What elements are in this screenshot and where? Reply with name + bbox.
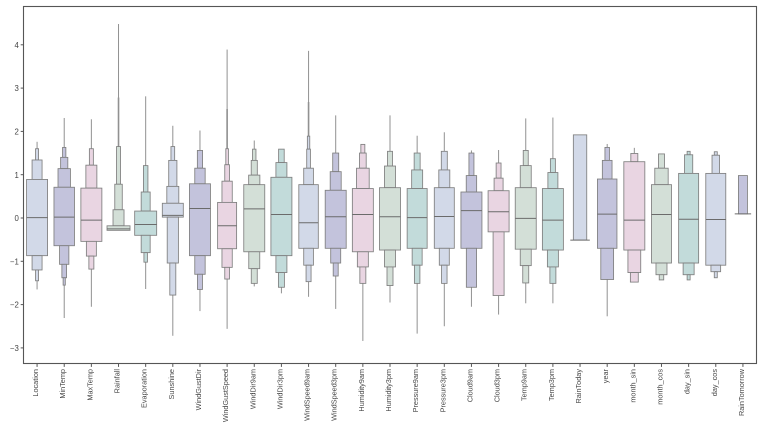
svg-text:MinTemp: MinTemp <box>58 369 67 399</box>
svg-text:WindSpeed3pm: WindSpeed3pm <box>330 369 339 421</box>
svg-text:Temp3pm: Temp3pm <box>547 369 556 401</box>
svg-text:Sunshine: Sunshine <box>167 369 176 399</box>
svg-text:Temp9am: Temp9am <box>520 369 529 401</box>
svg-text:−3: −3 <box>10 344 19 353</box>
svg-text:month_sin: month_sin <box>628 369 637 403</box>
svg-text:day_cos: day_cos <box>710 369 719 397</box>
svg-text:WindDir3pm: WindDir3pm <box>275 369 284 409</box>
svg-text:0: 0 <box>14 214 19 223</box>
svg-text:Cloud9am: Cloud9am <box>465 369 474 402</box>
svg-text:4: 4 <box>14 41 19 50</box>
svg-text:WindGustDir: WindGustDir <box>194 368 203 410</box>
svg-text:−1: −1 <box>10 257 19 266</box>
svg-text:Pressure9am: Pressure9am <box>411 369 420 412</box>
svg-text:Pressure3pm: Pressure3pm <box>438 369 447 412</box>
svg-text:RainTomorrow: RainTomorrow <box>737 368 746 416</box>
svg-text:WindSpeed9am: WindSpeed9am <box>303 369 312 421</box>
svg-text:MaxTemp: MaxTemp <box>85 369 94 401</box>
svg-text:Cloud3pm: Cloud3pm <box>493 369 502 402</box>
svg-text:day_sin: day_sin <box>683 369 692 394</box>
svg-text:−2: −2 <box>10 301 19 310</box>
svg-text:year: year <box>601 368 610 383</box>
svg-text:2: 2 <box>14 128 18 137</box>
svg-text:Location: Location <box>31 369 40 397</box>
svg-text:RainToday: RainToday <box>574 369 583 404</box>
svg-text:Humidity3pm: Humidity3pm <box>384 369 393 412</box>
svg-text:month_cos: month_cos <box>655 369 664 405</box>
svg-text:Rainfall: Rainfall <box>113 369 122 394</box>
svg-text:WindGustSpeed: WindGustSpeed <box>221 369 230 422</box>
svg-text:Evaporation: Evaporation <box>140 369 149 408</box>
svg-text:WindDir9am: WindDir9am <box>248 369 257 409</box>
svg-text:3: 3 <box>14 84 18 93</box>
svg-text:Humidity9am: Humidity9am <box>357 369 366 412</box>
svg-text:1: 1 <box>14 171 18 180</box>
